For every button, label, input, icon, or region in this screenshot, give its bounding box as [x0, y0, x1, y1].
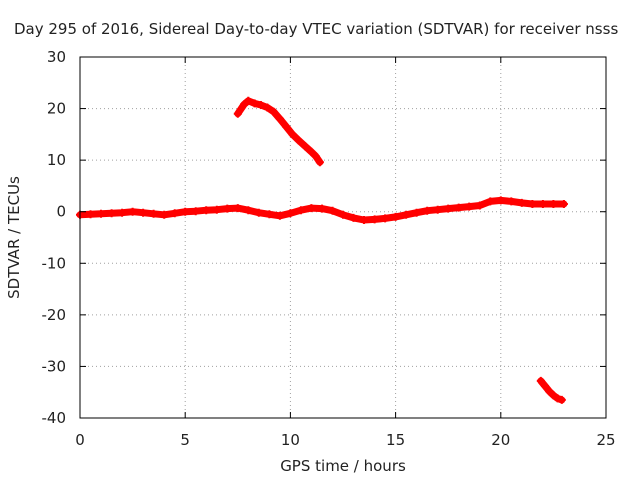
y-tick-label: 20 — [47, 100, 66, 118]
data-point — [233, 204, 242, 213]
data-point — [528, 200, 537, 208]
grid-lines — [80, 57, 606, 418]
x-tick-label: 0 — [75, 431, 85, 449]
data-point — [128, 207, 137, 216]
data-point — [391, 212, 400, 221]
data-point — [496, 196, 505, 205]
data-point — [339, 210, 347, 219]
data-point — [240, 100, 249, 109]
data-point — [275, 114, 284, 123]
data-point — [402, 210, 411, 219]
data-point — [381, 214, 390, 223]
y-tick-label: -30 — [42, 357, 67, 375]
data-point — [263, 103, 272, 112]
data-point — [311, 152, 320, 160]
data-point — [170, 209, 179, 218]
series-line — [234, 97, 324, 166]
y-tick-label: 0 — [56, 203, 66, 221]
y-tick-label: 30 — [47, 48, 66, 66]
data-series — [76, 96, 568, 404]
data-point — [301, 142, 310, 151]
data-point — [286, 209, 295, 218]
data-point — [465, 202, 474, 211]
data-point — [139, 208, 148, 217]
data-point — [538, 200, 547, 208]
data-point — [315, 158, 324, 167]
data-point — [475, 201, 484, 210]
data-point — [191, 207, 200, 216]
data-point — [549, 200, 558, 208]
data-point — [233, 109, 242, 118]
data-point — [423, 206, 432, 215]
data-point — [202, 206, 211, 215]
data-point — [244, 96, 253, 105]
data-point — [97, 209, 105, 218]
data-point — [349, 213, 358, 222]
data-point — [517, 198, 526, 207]
data-point — [107, 209, 116, 218]
series-lower-segment — [536, 376, 566, 404]
data-point — [412, 208, 421, 217]
x-tick-label: 10 — [281, 431, 300, 449]
data-point — [244, 206, 253, 215]
data-point — [282, 122, 291, 131]
y-tick-label: 10 — [47, 151, 66, 169]
y-axis-label: SDTVAR / TECUs — [5, 176, 23, 299]
data-point — [557, 395, 566, 404]
data-point — [507, 197, 516, 206]
x-axis-label: GPS time / hours — [280, 457, 406, 475]
data-point — [486, 197, 495, 206]
y-tick-label: -10 — [42, 254, 67, 272]
x-tick-label: 15 — [386, 431, 405, 449]
plot-frame — [79, 56, 607, 419]
data-point — [370, 215, 379, 224]
data-point — [559, 200, 568, 208]
data-point — [454, 203, 463, 212]
y-tick-label: -40 — [42, 409, 67, 427]
data-point — [307, 204, 316, 213]
data-point — [541, 382, 549, 390]
y-tick-label: -20 — [42, 306, 67, 324]
data-point — [254, 208, 263, 217]
data-point — [444, 204, 453, 213]
data-point — [328, 206, 337, 215]
data-point — [269, 107, 278, 116]
data-point — [294, 136, 303, 145]
data-point — [223, 204, 232, 213]
chart-title: Day 295 of 2016, Sidereal Day-to-day VTE… — [14, 20, 618, 38]
data-point — [160, 210, 169, 219]
data-point — [288, 130, 297, 139]
data-point — [256, 101, 265, 109]
series-upper-arc — [233, 96, 324, 167]
axis-ticks: 0 5 10 15 20 25 -40 -30 -20 -10 0 10 20 30 — [42, 48, 616, 449]
x-tick-label: 20 — [491, 431, 510, 449]
data-point — [265, 210, 274, 219]
data-point — [318, 204, 326, 213]
x-tick-label: 5 — [180, 431, 190, 449]
data-point — [250, 99, 259, 108]
data-point — [549, 391, 558, 400]
x-tick-label: 25 — [596, 431, 615, 449]
series-main-band — [76, 196, 568, 224]
data-point — [181, 207, 190, 216]
data-point — [360, 216, 368, 224]
data-point — [307, 147, 316, 156]
data-point — [212, 205, 221, 214]
data-point — [296, 206, 305, 215]
data-point — [149, 209, 158, 218]
data-point — [536, 376, 545, 385]
data-point — [86, 210, 95, 219]
data-point — [118, 208, 127, 217]
data-point — [553, 394, 562, 403]
data-point — [545, 387, 554, 396]
data-point — [275, 211, 284, 220]
data-point — [433, 205, 442, 214]
